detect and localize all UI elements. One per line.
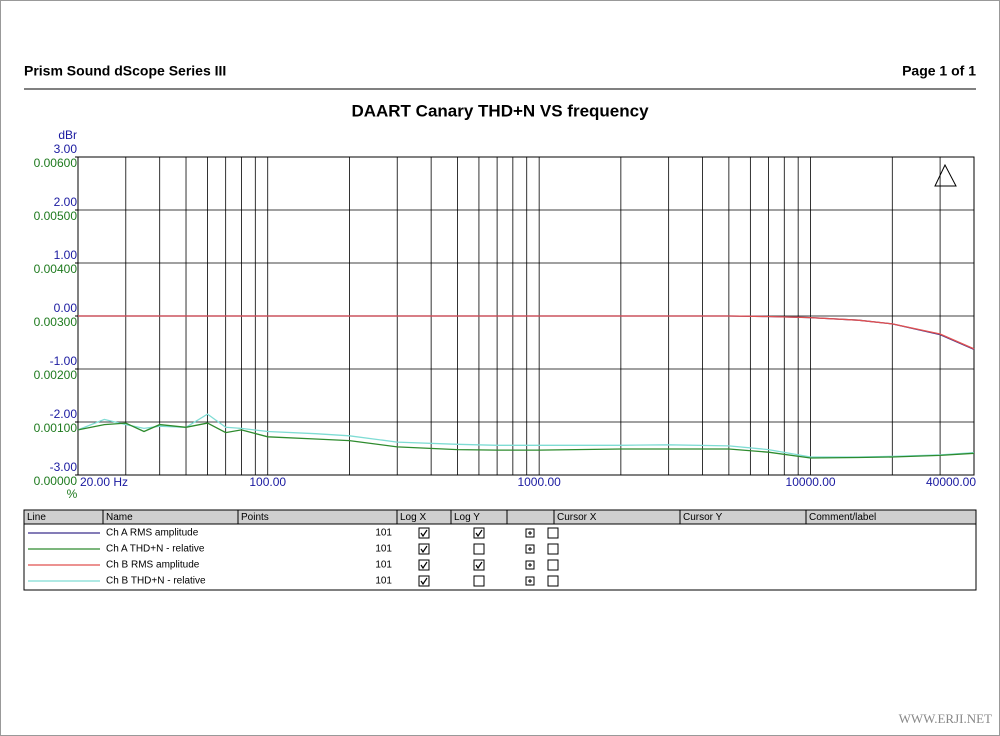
y2-tick-label: 0.00500: [34, 209, 78, 223]
header-left: Prism Sound dScope Series III: [24, 63, 226, 79]
log-y-checkbox-check: [475, 561, 483, 570]
log-y-checkbox[interactable]: [473, 543, 485, 555]
points-cell: 101: [375, 528, 392, 539]
series-line: [77, 413, 975, 458]
header-right: Page 1 of 1: [902, 63, 976, 79]
legend-name: Ch B RMS amplitude: [106, 560, 200, 571]
cursor-checkbox[interactable]: [547, 543, 559, 555]
y-tick-label: 0.00: [54, 301, 78, 315]
points-cell: 101: [375, 560, 392, 571]
log-y-checkbox[interactable]: [473, 527, 485, 539]
column-header: Points: [241, 512, 269, 523]
points-cell: 101: [375, 544, 392, 555]
expand-plus: [528, 579, 532, 583]
y2-tick-label: 0.00100: [34, 421, 78, 435]
y-tick-label: -1.00: [50, 354, 78, 368]
column-header: Cursor X: [557, 512, 597, 523]
log-y-checkbox[interactable]: [473, 559, 485, 571]
x-tick-label: 1000.00: [517, 475, 561, 489]
y-axis-label: dBr: [58, 128, 77, 142]
y2-tick-label: 0.00600: [34, 156, 78, 170]
y2-axis-label: %: [67, 487, 78, 501]
log-y-checkbox-check: [475, 529, 483, 538]
table-border: [23, 509, 977, 591]
x-tick-label: 40000.00: [926, 475, 976, 489]
legend-name: Ch A RMS amplitude: [106, 528, 199, 539]
log-x-checkbox[interactable]: [418, 559, 430, 571]
y2-tick-label: 0.00400: [34, 262, 78, 276]
expand-plus: [528, 547, 532, 551]
log-x-checkbox-check: [420, 577, 428, 586]
y2-tick-label: 0.00200: [34, 368, 78, 382]
log-x-checkbox-check: [420, 529, 428, 538]
y-tick-label: 1.00: [54, 248, 78, 262]
series-line: [78, 315, 975, 350]
log-x-checkbox[interactable]: [418, 575, 430, 587]
column-header: Comment/label: [809, 512, 876, 523]
cursor-checkbox[interactable]: [547, 575, 559, 587]
legend-name: Ch B THD+N - relative: [106, 576, 206, 587]
log-y-checkbox[interactable]: [473, 575, 485, 587]
column-header: Cursor Y: [683, 512, 723, 523]
x-tick-label: 100.00: [249, 475, 286, 489]
log-x-checkbox-check: [420, 545, 428, 554]
series-line: [77, 422, 975, 459]
y-tick-label: -2.00: [50, 407, 78, 421]
y2-tick-label: 0.00000: [34, 474, 78, 488]
x-tick-label: 10000.00: [786, 475, 836, 489]
cursor-checkbox[interactable]: [547, 559, 559, 571]
x-tick-label: 20.00 Hz: [80, 475, 128, 489]
expand-plus: [528, 563, 532, 567]
chart-title: DAART Canary THD+N VS frequency: [351, 101, 649, 120]
log-x-checkbox[interactable]: [418, 543, 430, 555]
expand-plus: [528, 531, 532, 535]
column-header: Name: [106, 512, 133, 523]
column-header: Line: [27, 512, 46, 523]
column-header: Log Y: [454, 512, 480, 523]
points-cell: 101: [375, 576, 392, 587]
cursor-checkbox[interactable]: [547, 527, 559, 539]
log-x-checkbox[interactable]: [418, 527, 430, 539]
log-x-checkbox-check: [420, 561, 428, 570]
column-header: Log X: [400, 512, 426, 523]
y-tick-label: 2.00: [54, 195, 78, 209]
y-tick-label: 3.00: [54, 142, 78, 156]
legend-name: Ch A THD+N - relative: [106, 544, 205, 555]
y2-tick-label: 0.00300: [34, 315, 78, 329]
y-tick-label: -3.00: [50, 460, 78, 474]
watermark: WWW.ERJI.NET: [899, 711, 992, 726]
